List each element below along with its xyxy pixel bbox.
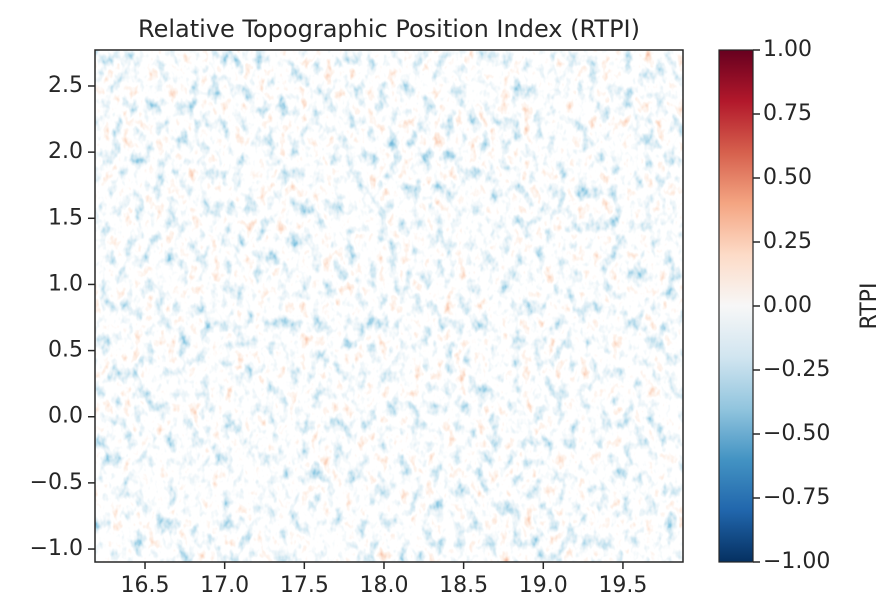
- plot-frame: [94, 49, 684, 563]
- colorbar-tick-label: 0.75: [763, 101, 812, 126]
- chart-title: Relative Topographic Position Index (RTP…: [138, 15, 640, 43]
- y-tick-label: 1.5: [48, 205, 83, 230]
- raster-texture: [95, 50, 683, 562]
- colorbar: [718, 49, 754, 563]
- y-tick-label: −0.5: [30, 470, 83, 495]
- x-tick-label: 18.0: [359, 573, 408, 598]
- x-tick-label: 19.5: [598, 573, 647, 598]
- y-tick-label: 2.0: [48, 139, 83, 164]
- y-tick-label: 0.5: [48, 338, 83, 363]
- x-tick-label: 16.5: [121, 573, 170, 598]
- colorbar-tick-label: 0.50: [763, 165, 812, 190]
- colorbar-tick-label: −0.75: [763, 485, 830, 510]
- x-tick-label: 19.0: [519, 573, 568, 598]
- x-tick-label: 17.5: [280, 573, 329, 598]
- colorbar-tick-label: 0.00: [763, 293, 812, 318]
- y-tick-label: −1.0: [30, 536, 83, 561]
- colorbar-tick-label: −1.00: [763, 549, 830, 574]
- colorbar-tick-label: −0.25: [763, 357, 830, 382]
- y-tick-label: 2.5: [48, 73, 83, 98]
- y-tick-label: 0.0: [48, 404, 83, 429]
- colorbar-tick-label: 1.00: [763, 37, 812, 62]
- y-tick-label: 1.0: [48, 271, 83, 296]
- colorbar-tick-label: 0.25: [763, 229, 812, 254]
- colorbar-label: RTPI: [857, 283, 881, 330]
- x-tick-label: 18.5: [439, 573, 488, 598]
- x-tick-label: 17.0: [200, 573, 249, 598]
- colorbar-tick-label: −0.50: [763, 421, 830, 446]
